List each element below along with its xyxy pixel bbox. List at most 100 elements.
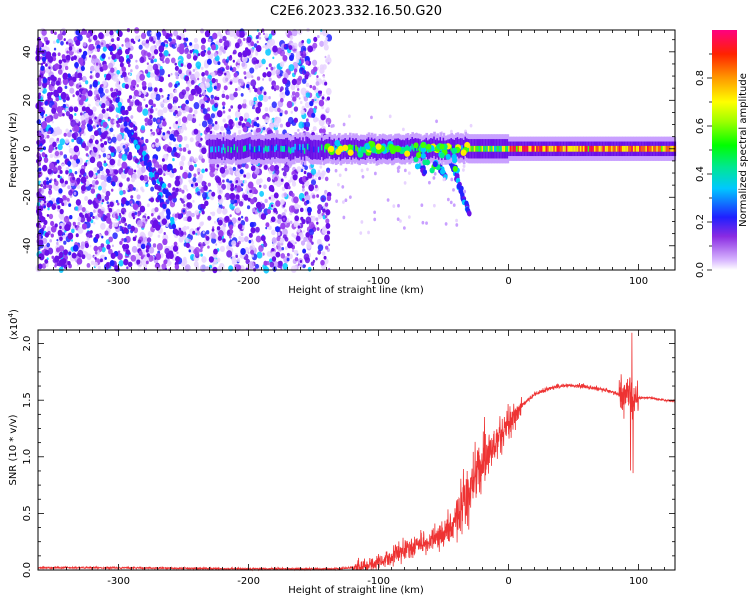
noise-blob bbox=[115, 89, 119, 93]
noise-blob bbox=[230, 180, 233, 184]
noise-blob bbox=[306, 38, 311, 44]
carrier-core bbox=[461, 145, 464, 152]
noise-blob bbox=[301, 197, 305, 202]
noise-blob bbox=[197, 171, 201, 175]
scatter-blob bbox=[373, 210, 377, 215]
noise-blob bbox=[155, 138, 159, 143]
noise-blob bbox=[81, 207, 86, 213]
noise-blob bbox=[41, 152, 46, 157]
noise-blob bbox=[206, 107, 211, 112]
carrier-core bbox=[625, 145, 628, 152]
noise-blob bbox=[269, 194, 276, 202]
drift-track-blob bbox=[422, 169, 428, 175]
noise-blob bbox=[232, 77, 237, 83]
carrier-blob bbox=[420, 142, 426, 149]
noise-blob bbox=[53, 89, 59, 97]
noise-blob bbox=[269, 261, 275, 268]
noise-blob bbox=[273, 207, 278, 213]
scatter-blob bbox=[386, 198, 390, 202]
noise-blob bbox=[40, 65, 45, 71]
noise-blob bbox=[324, 81, 328, 86]
noise-blob bbox=[81, 90, 86, 95]
noise-blob bbox=[183, 203, 186, 207]
noise-blob bbox=[321, 105, 324, 110]
noise-blob bbox=[172, 158, 175, 162]
noise-blob bbox=[217, 69, 223, 77]
noise-blob bbox=[262, 126, 266, 131]
noise-blob bbox=[204, 200, 209, 207]
noise-blob bbox=[48, 213, 54, 220]
carrier-core bbox=[661, 145, 664, 152]
carrier-core bbox=[567, 145, 570, 152]
noise-blob bbox=[301, 67, 304, 71]
noise-blob bbox=[159, 68, 165, 76]
noise-blob bbox=[155, 223, 161, 231]
noise-blob bbox=[258, 244, 264, 252]
noise-blob bbox=[50, 220, 55, 227]
noise-blob bbox=[211, 71, 216, 78]
noise-blob bbox=[195, 232, 198, 236]
carrier-blob bbox=[439, 152, 445, 159]
scatter-blob bbox=[360, 220, 364, 224]
noise-blob bbox=[109, 30, 114, 36]
noise-blob bbox=[205, 230, 210, 235]
noise-blob bbox=[110, 38, 115, 43]
carrier-core bbox=[544, 145, 547, 152]
noise-blob bbox=[147, 64, 153, 72]
noise-blob bbox=[232, 223, 236, 228]
scatter-blob bbox=[469, 123, 473, 128]
noise-blob bbox=[163, 231, 166, 235]
noise-blob bbox=[194, 163, 197, 168]
noise-blob bbox=[68, 42, 72, 47]
noise-blob bbox=[50, 91, 54, 95]
noise-blob bbox=[268, 196, 271, 200]
noise-blob bbox=[131, 212, 135, 217]
noise-blob bbox=[62, 194, 67, 200]
noise-blob bbox=[264, 44, 269, 50]
noise-blob bbox=[185, 37, 189, 42]
noise-blob bbox=[49, 153, 54, 158]
noise-blob bbox=[240, 183, 244, 187]
noise-blob bbox=[312, 194, 316, 199]
noise-blob bbox=[221, 101, 226, 107]
noise-blob bbox=[134, 158, 139, 164]
carrier-core bbox=[297, 145, 301, 152]
noise-blob bbox=[72, 94, 75, 98]
noise-blob bbox=[54, 63, 60, 70]
spectrogram-x-tick-label: -100 bbox=[367, 276, 390, 287]
carrier-blob bbox=[413, 156, 419, 163]
noise-blob bbox=[301, 218, 306, 225]
noise-blob bbox=[68, 145, 71, 148]
noise-blob bbox=[178, 36, 182, 40]
noise-blob bbox=[71, 252, 77, 259]
noise-blob bbox=[174, 65, 179, 71]
carrier-core bbox=[208, 145, 212, 152]
noise-blob bbox=[201, 76, 207, 83]
carrier-core bbox=[232, 145, 235, 152]
noise-blob bbox=[75, 119, 79, 123]
spectrogram-heatmap bbox=[35, 27, 677, 274]
carrier-core bbox=[238, 146, 241, 153]
noise-blob bbox=[299, 259, 303, 263]
carrier-core bbox=[626, 145, 630, 152]
noise-blob bbox=[86, 161, 90, 165]
scatter-blob bbox=[361, 174, 365, 179]
noise-blob bbox=[216, 207, 222, 215]
noise-blob bbox=[81, 106, 87, 112]
noise-blob bbox=[255, 106, 261, 114]
noise-blob bbox=[89, 75, 93, 79]
noise-blob bbox=[178, 236, 184, 243]
noise-blob bbox=[268, 96, 271, 100]
carrier-core bbox=[640, 145, 644, 152]
noise-blob bbox=[301, 39, 305, 44]
noise-blob bbox=[305, 60, 310, 66]
scatter-blob bbox=[403, 181, 407, 185]
noise-blob bbox=[116, 36, 120, 42]
noise-blob bbox=[291, 78, 297, 86]
noise-blob bbox=[79, 215, 86, 223]
noise-blob bbox=[210, 166, 216, 173]
noise-blob bbox=[198, 210, 201, 214]
noise-blob bbox=[141, 136, 144, 141]
noise-blob bbox=[154, 76, 159, 82]
carrier-core bbox=[484, 145, 488, 152]
